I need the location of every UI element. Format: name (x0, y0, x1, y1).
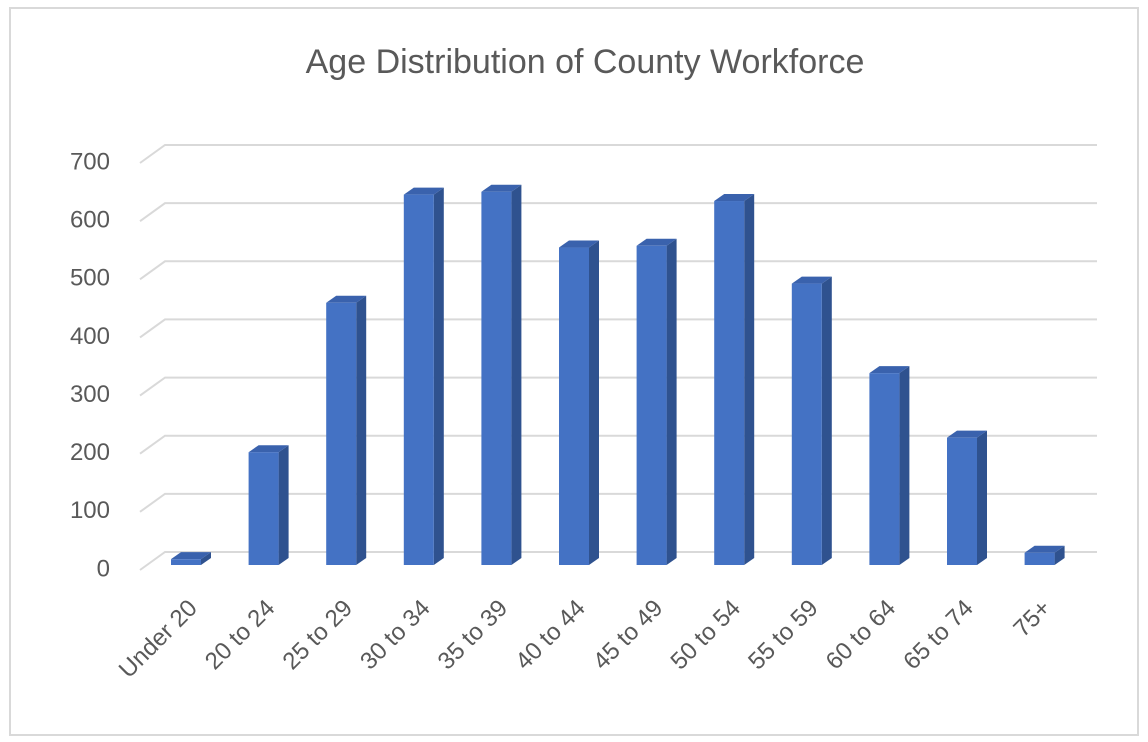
grid-line (139, 551, 1097, 571)
grid-line (139, 144, 1097, 164)
bar-top (248, 445, 289, 453)
y-tick-label: 600 (70, 206, 110, 233)
bar (171, 552, 211, 565)
bar-front (248, 452, 279, 565)
bar (869, 366, 910, 565)
bar (481, 184, 522, 566)
bar-front (403, 194, 434, 565)
bar-front (947, 437, 977, 565)
bar-top (403, 187, 444, 195)
y-tick-label: 100 (70, 497, 110, 524)
y-tick-label: 700 (70, 148, 110, 175)
bar-front (636, 245, 667, 565)
bar-top (326, 295, 367, 303)
bar-top (171, 552, 211, 560)
grid-line (139, 318, 1097, 339)
bar-side (744, 194, 755, 566)
bar (559, 240, 599, 566)
bar (791, 276, 832, 565)
bar-side (666, 238, 677, 565)
bar-top (869, 366, 910, 374)
bar-side (1054, 545, 1065, 565)
grid-line (139, 260, 1097, 281)
bar (714, 194, 755, 566)
grid-line (139, 376, 1097, 397)
bar-front (559, 247, 589, 566)
y-tick-label: 400 (70, 323, 110, 350)
bar (636, 238, 677, 565)
y-tick-label: 200 (70, 439, 110, 466)
bar-top (714, 194, 755, 202)
bar-front (869, 373, 900, 565)
bar-side (433, 187, 444, 565)
bar-front (1024, 552, 1055, 565)
y-tick-label: 0 (97, 555, 110, 582)
bar-top (1024, 545, 1065, 553)
y-tick-label: 300 (70, 381, 110, 408)
bar-top (636, 238, 677, 246)
bar-front (326, 302, 357, 565)
bar-side (977, 430, 987, 565)
bar (403, 187, 444, 565)
bar-front (791, 283, 822, 565)
bar-side (278, 445, 289, 565)
bar (947, 430, 987, 565)
bar (326, 295, 367, 565)
bar-side (899, 366, 910, 565)
bar-front (714, 201, 745, 566)
bar-side (511, 184, 522, 566)
bar-side (589, 240, 599, 566)
bar-top (791, 276, 832, 284)
grid-line (139, 434, 1097, 455)
bar-front (481, 191, 512, 566)
y-tick-label: 500 (70, 265, 110, 292)
bar-side (356, 295, 367, 565)
bar (1024, 545, 1065, 565)
bar-front (171, 559, 201, 565)
bar (248, 445, 289, 565)
chart-title: Age Distribution of County Workforce (306, 43, 865, 81)
bar-top (947, 430, 987, 438)
bar-side (201, 552, 211, 565)
bar-top (481, 184, 522, 192)
grid-line (139, 492, 1097, 513)
bar-top (559, 240, 599, 248)
bar-side (821, 276, 832, 565)
grid-line (139, 202, 1097, 222)
